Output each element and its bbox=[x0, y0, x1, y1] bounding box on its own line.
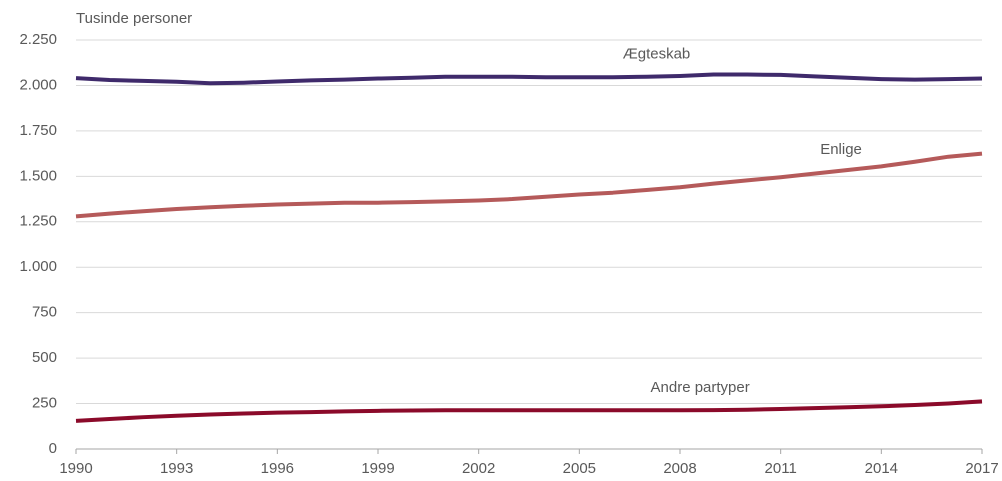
y-tick-label: 2.000 bbox=[19, 76, 57, 93]
x-tick-label: 2005 bbox=[563, 460, 596, 477]
y-tick-label: 500 bbox=[32, 349, 57, 366]
line-series bbox=[75, 151, 983, 219]
series-label: Ægteskab bbox=[623, 46, 691, 63]
series-label: Enlige bbox=[820, 141, 862, 158]
series-label: Andre partyper bbox=[651, 379, 750, 396]
y-tick-label: 250 bbox=[32, 395, 57, 412]
y-axis-title: Tusinde personer bbox=[76, 10, 192, 27]
x-tick-label: 1999 bbox=[361, 460, 394, 477]
x-tick-label: 2011 bbox=[765, 460, 797, 477]
y-tick-label: 1.500 bbox=[19, 167, 57, 184]
line-series bbox=[75, 72, 983, 86]
y-tick-label: 1.750 bbox=[19, 122, 57, 139]
x-tick-label: 1990 bbox=[59, 460, 92, 477]
y-tick-label: 750 bbox=[32, 304, 57, 321]
y-tick-label: 2.250 bbox=[19, 31, 57, 48]
x-tick-label: 2008 bbox=[663, 460, 696, 477]
x-tick-label: 1993 bbox=[160, 460, 193, 477]
x-tick-label: 2014 bbox=[865, 460, 898, 477]
y-tick-label: 0 bbox=[49, 440, 57, 457]
x-tick-label: 2002 bbox=[462, 460, 495, 477]
line-series bbox=[75, 399, 983, 423]
x-tick-label: 2017 bbox=[965, 460, 998, 477]
x-tick-label: 1996 bbox=[261, 460, 294, 477]
y-tick-label: 1.000 bbox=[19, 258, 57, 275]
y-tick-label: 1.250 bbox=[19, 213, 57, 230]
